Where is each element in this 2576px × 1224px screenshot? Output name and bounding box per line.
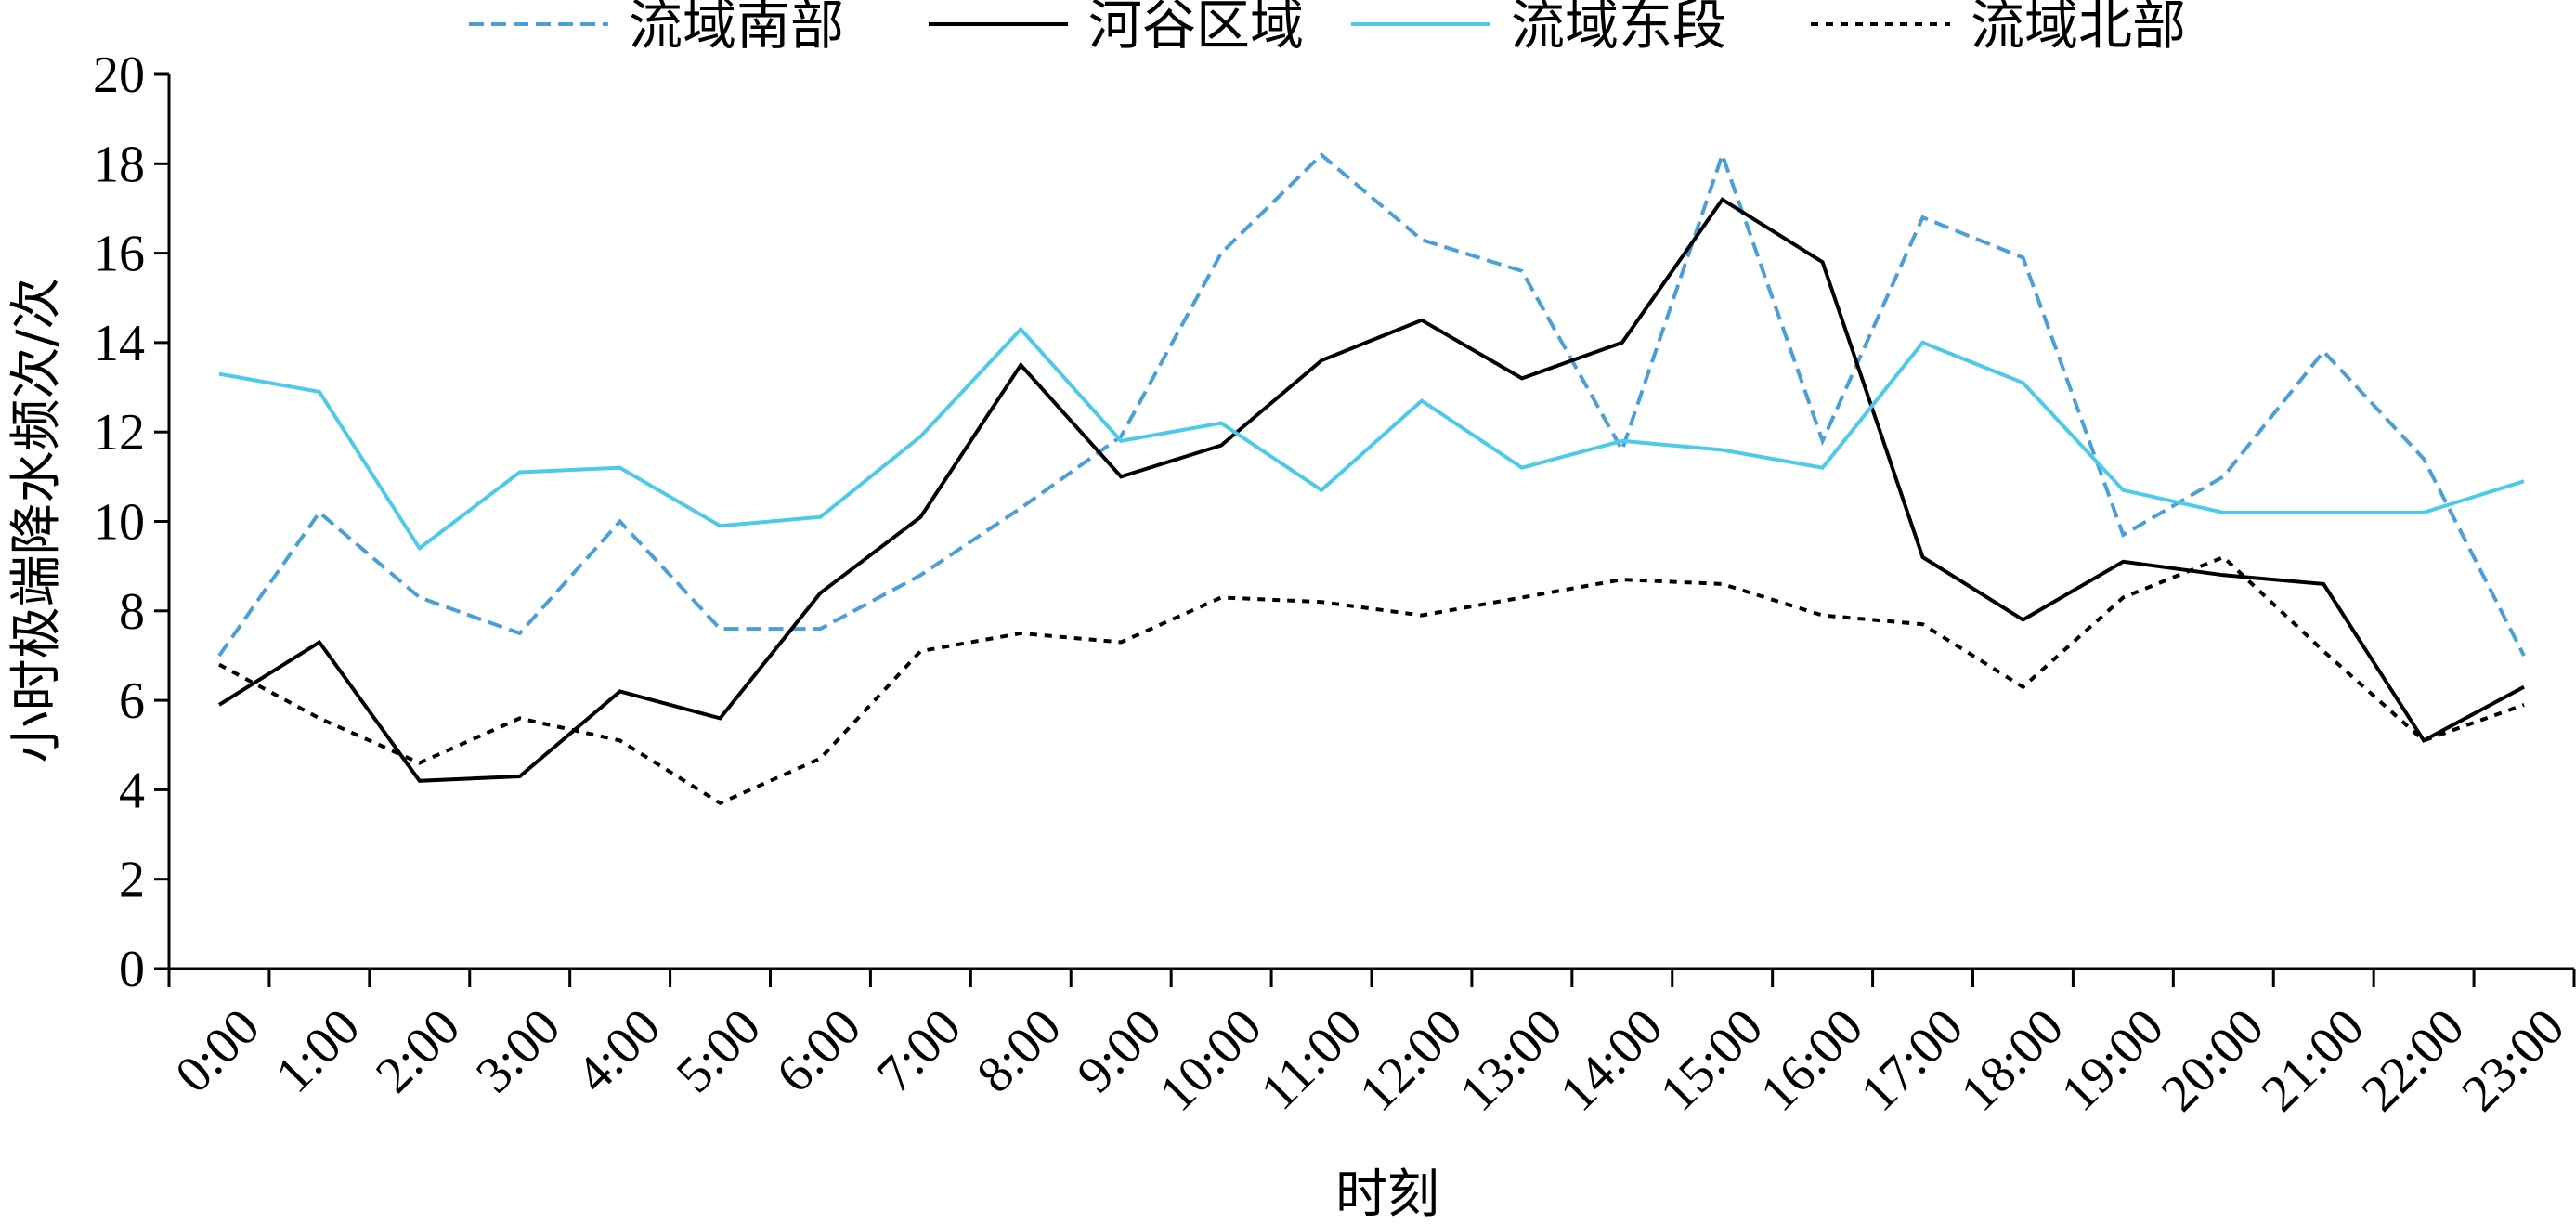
x-tick-label: 11:00 [1250, 998, 1373, 1122]
x-tick-label: 10:00 [1149, 998, 1273, 1123]
x-tick-label: 23:00 [2451, 998, 2575, 1123]
series-line [218, 326, 2525, 552]
legend-label: 流域东段 [1511, 0, 1726, 57]
x-tick-label: 5:00 [666, 998, 772, 1104]
legend-label: 流域北部 [1971, 0, 2186, 57]
x-tick-label: 6:00 [766, 998, 872, 1104]
y-tick-label: 0 [119, 941, 145, 998]
legend-label: 流域南部 [629, 0, 844, 57]
y-tick-label: 16 [93, 226, 145, 283]
x-tick-label: 7:00 [866, 998, 972, 1104]
legend-label: 河谷区域 [1088, 0, 1304, 57]
y-tick-label: 4 [119, 762, 145, 819]
y-axis-title: 小时极端降水频次/次 [7, 278, 67, 763]
x-tick-label: 2:00 [365, 998, 471, 1104]
y-tick-label: 20 [93, 46, 145, 104]
legend: 流域南部 河谷区域 流域东段 流域北部 [469, 0, 2186, 57]
series-line [217, 197, 2525, 783]
y-tick-label: 8 [119, 583, 145, 641]
y-tick-label: 12 [93, 404, 145, 462]
x-tick-label: 14:00 [1549, 998, 1673, 1123]
x-tick-label: 20:00 [2151, 998, 2275, 1123]
y-tick-label: 18 [93, 136, 145, 193]
x-tick-label: 19:00 [2050, 998, 2175, 1123]
x-tick-label: 18:00 [1950, 998, 2075, 1123]
x-tick-label: 22:00 [2351, 998, 2476, 1123]
x-tick-label: 21:00 [2251, 998, 2375, 1123]
y-tick-label: 14 [93, 315, 145, 372]
series-group [217, 149, 2526, 806]
y-tick-label: 10 [93, 494, 145, 552]
x-tick-label: 17:00 [1850, 998, 1974, 1123]
x-tick-label: 3:00 [465, 998, 571, 1104]
x-tick-label: 13:00 [1449, 998, 1573, 1123]
x-tick-label: 8:00 [967, 998, 1073, 1104]
x-tick-label: 1:00 [265, 998, 371, 1104]
x-axis-title: 时刻 [1335, 1165, 1439, 1224]
x-tick-label: 4:00 [566, 998, 671, 1104]
x-tick-label: 16:00 [1750, 998, 1874, 1123]
x-tick-label: 0:00 [164, 998, 270, 1104]
y-tick-label: 2 [119, 852, 145, 909]
y-tick-label: 6 [119, 672, 145, 730]
axes: 0 2 4 6 8 10 12 14 16 18 20 0:001:002:003:004:005:0… [93, 46, 2576, 1123]
series-line [217, 149, 2526, 658]
x-tick-label: 12:00 [1348, 998, 1473, 1123]
x-tick-label: 15:00 [1649, 998, 1774, 1123]
series-line [218, 554, 2525, 806]
